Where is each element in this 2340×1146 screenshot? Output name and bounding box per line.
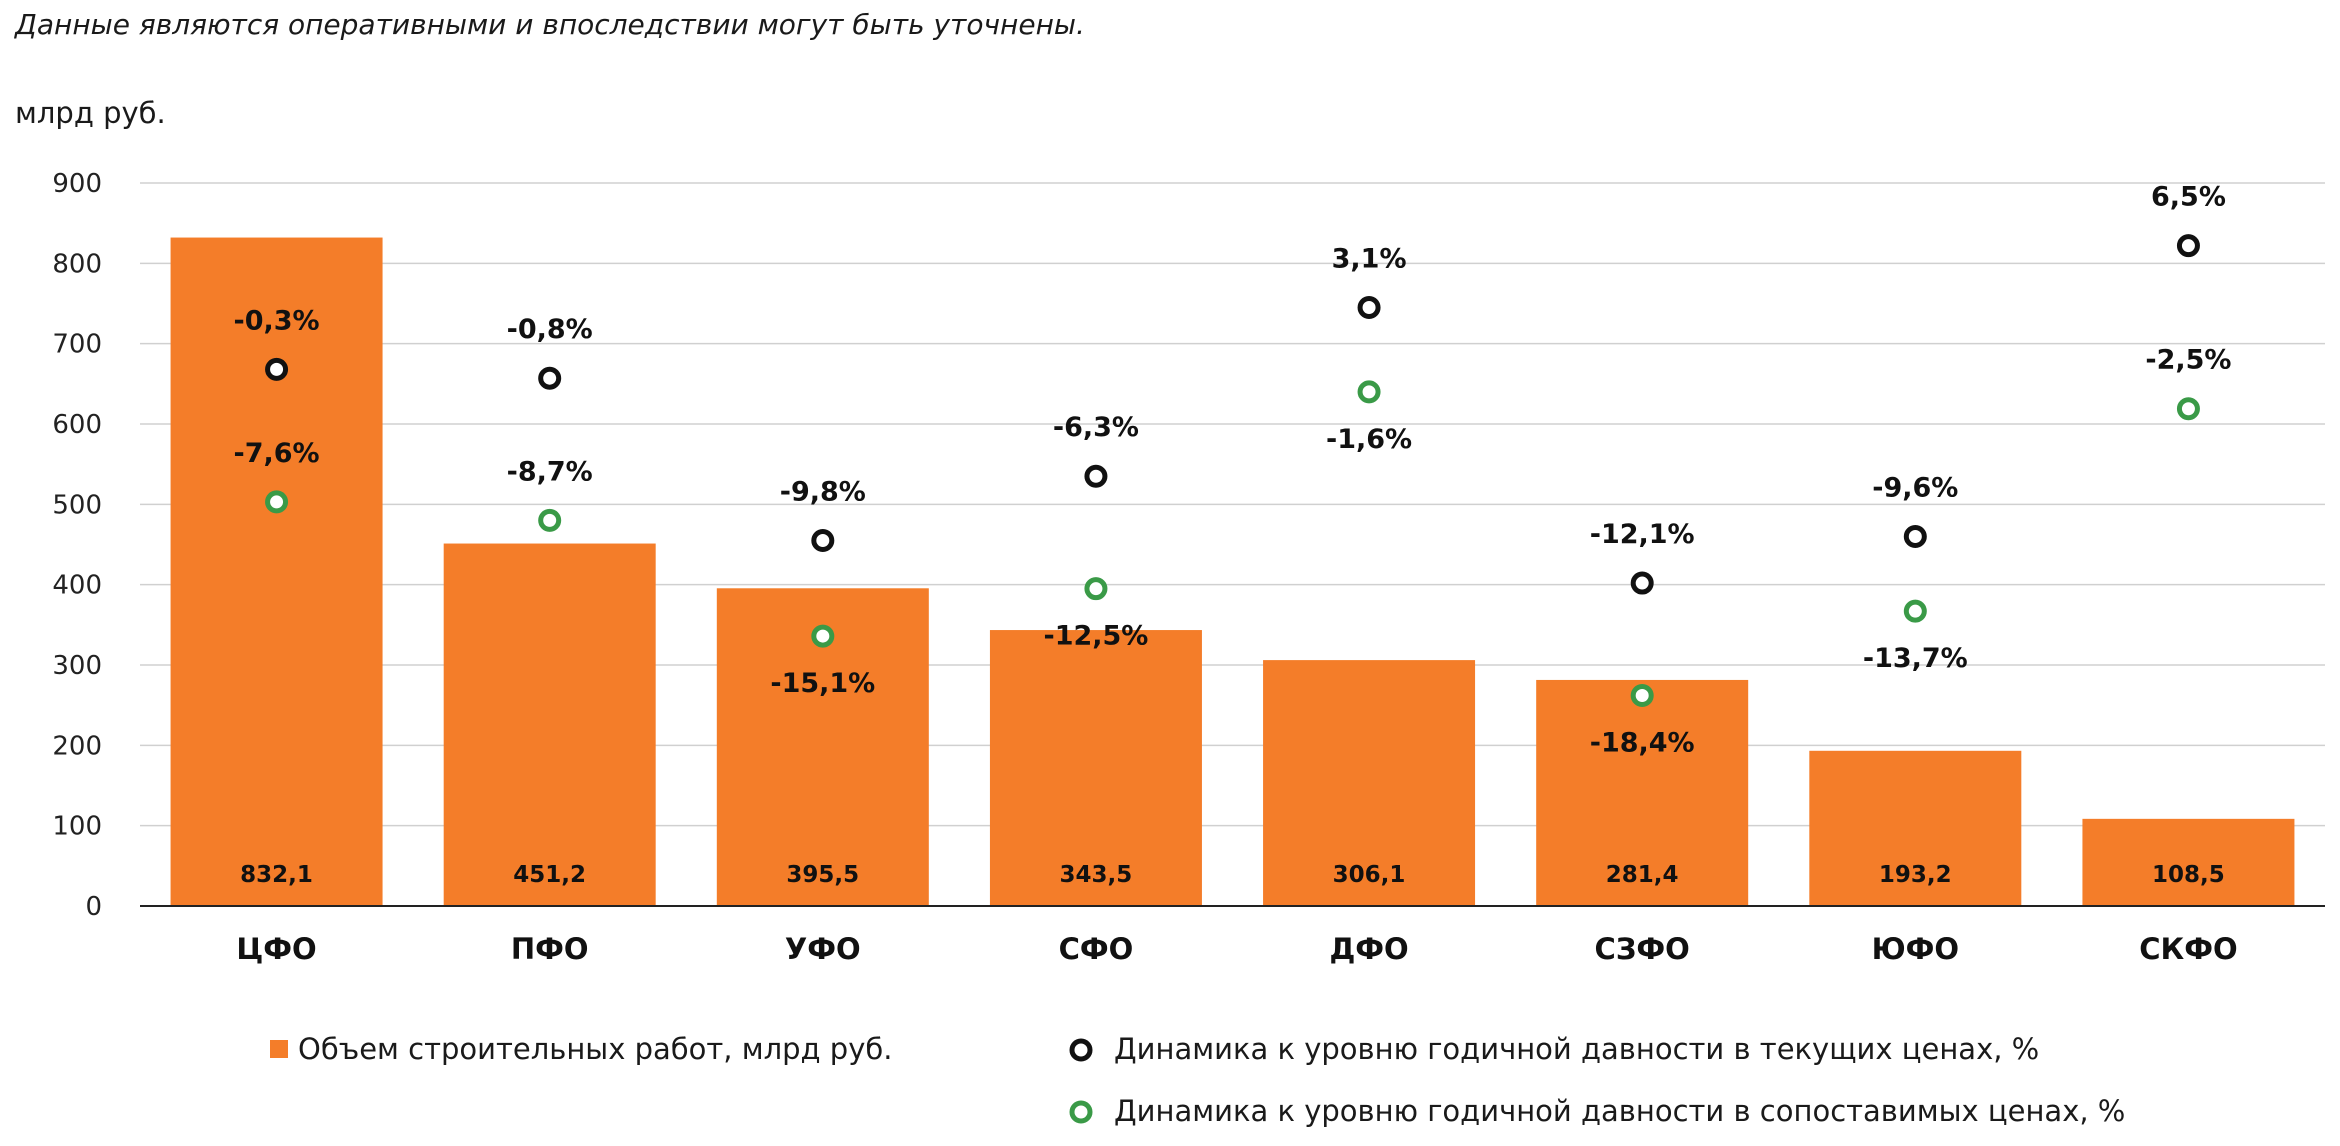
bar-value-label: 306,1	[1333, 862, 1406, 888]
y-tick-label: 800	[52, 249, 102, 279]
bar-value-label: 108,5	[2152, 862, 2225, 888]
marker-current-prices	[265, 357, 289, 381]
marker-comparable-prices	[1357, 380, 1381, 404]
bar-value-label: 832,1	[240, 862, 313, 888]
x-axis-categories: ЦФО ПФО УФО СФО ДФО СЗФО ЮФО СКФО	[236, 932, 2237, 966]
y-tick-label: 300	[52, 651, 102, 681]
bar-value-label: 395,5	[786, 862, 859, 888]
label-comparable-prices: -2,5%	[2145, 345, 2231, 376]
markers: -0,3% -0,8% -9,8% -6,3% 3,1% -12,1% -9,6% 6,5% -…	[234, 182, 2232, 759]
marker-comparable-prices	[1903, 599, 1927, 623]
legend-label-comparable-prices: Динамика к уровню годичной давности в со…	[1114, 1094, 2125, 1128]
y-tick-label: 500	[52, 490, 102, 520]
y-tick-label: 600	[52, 410, 102, 440]
marker-current-prices	[1903, 524, 1927, 548]
marker-comparable-prices	[265, 490, 289, 514]
label-comparable-prices: -1,6%	[1326, 424, 1412, 455]
marker-current-prices	[1630, 571, 1654, 595]
label-comparable-prices: -8,7%	[507, 456, 593, 487]
chart-note: Данные являются оперативными и впоследст…	[15, 8, 1085, 41]
y-tick-label: 700	[52, 330, 102, 360]
label-current-prices: -12,1%	[1590, 519, 1695, 550]
label-current-prices: 6,5%	[2151, 182, 2226, 213]
bar	[1536, 679, 1749, 906]
y-tick-label: 400	[52, 571, 102, 601]
x-category-label: СКФО	[2139, 932, 2237, 966]
bars	[170, 237, 2295, 906]
marker-current-prices	[538, 366, 562, 390]
bar	[2082, 818, 2295, 906]
legend: Объем строительных работ, млрд руб. Динам…	[270, 1032, 2125, 1128]
label-current-prices: -9,8%	[780, 476, 866, 507]
marker-current-prices	[811, 528, 835, 552]
y-tick-label: 200	[52, 731, 102, 761]
label-current-prices: 3,1%	[1332, 244, 1407, 275]
bar	[1809, 750, 2022, 906]
legend-swatch-bar	[270, 1040, 288, 1058]
bar	[170, 237, 383, 906]
label-comparable-prices: -12,5%	[1043, 621, 1148, 652]
gridlines	[140, 182, 2325, 827]
bar-value-label: 281,4	[1606, 862, 1679, 888]
label-comparable-prices: -18,4%	[1590, 728, 1695, 759]
y-tick-label: 900	[52, 169, 102, 199]
marker-comparable-prices	[2176, 397, 2200, 421]
marker-comparable-prices	[1084, 577, 1108, 601]
marker-current-prices	[1084, 464, 1108, 488]
legend-label-bar: Объем строительных работ, млрд руб.	[298, 1032, 892, 1066]
bar-value-label: 193,2	[1879, 862, 1952, 888]
label-comparable-prices: -13,7%	[1863, 643, 1968, 674]
label-current-prices: -0,3%	[234, 305, 320, 336]
marker-current-prices	[2176, 234, 2200, 258]
bar-value-label: 451,2	[513, 862, 586, 888]
y-tick-label: 0	[85, 892, 102, 922]
bar-value-labels: 832,1 451,2 395,5 343,5 306,1 281,4 193,2 108,5	[240, 862, 2225, 888]
label-current-prices: -9,6%	[1872, 472, 1958, 503]
y-tick-label: 100	[52, 812, 102, 842]
y-axis-unit-label: млрд руб.	[15, 96, 166, 130]
marker-current-prices	[1357, 296, 1381, 320]
y-axis-ticks: 0 100 200 300 400 500 600 700 800 900	[52, 169, 102, 922]
x-category-label: УФО	[785, 932, 861, 966]
bar	[443, 543, 656, 906]
x-category-label: СФО	[1059, 932, 1134, 966]
label-current-prices: -6,3%	[1053, 412, 1139, 443]
x-category-label: ДФО	[1329, 932, 1408, 966]
label-comparable-prices: -7,6%	[234, 438, 320, 469]
legend-swatch-comparable-prices	[1069, 1100, 1093, 1124]
legend-label-current-prices: Динамика к уровню годичной давности в те…	[1114, 1032, 2039, 1066]
bar	[1263, 660, 1476, 906]
marker-comparable-prices	[811, 624, 835, 648]
label-comparable-prices: -15,1%	[770, 668, 875, 699]
marker-comparable-prices	[538, 508, 562, 532]
bar-value-label: 343,5	[1060, 862, 1133, 888]
label-current-prices: -0,8%	[507, 314, 593, 345]
x-category-label: ЦФО	[236, 932, 316, 966]
bar	[989, 630, 1202, 906]
x-category-label: ПФО	[511, 932, 589, 966]
x-category-label: СЗФО	[1595, 932, 1690, 966]
legend-swatch-current-prices	[1069, 1038, 1093, 1062]
x-category-label: ЮФО	[1872, 932, 1959, 966]
marker-comparable-prices	[1630, 684, 1654, 708]
